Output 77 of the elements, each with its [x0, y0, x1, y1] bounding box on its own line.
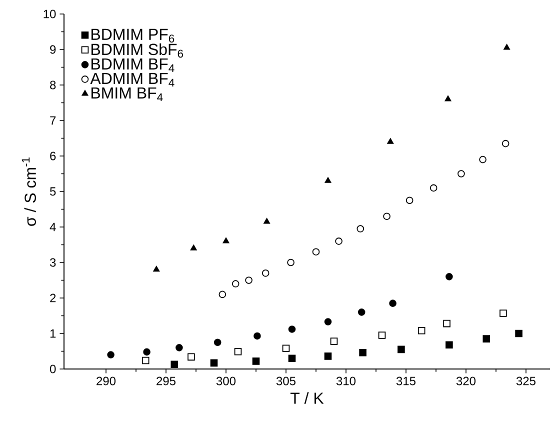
point	[504, 44, 510, 50]
point	[358, 308, 366, 316]
point	[430, 184, 438, 192]
point	[254, 332, 261, 340]
point	[330, 338, 338, 345]
legend-label: BMIM BF$_{4}$	[92, 87, 163, 102]
x-tick-label: 325	[516, 376, 536, 386]
point	[335, 238, 342, 245]
point	[324, 177, 332, 183]
y-tick-label: 10	[44, 10, 56, 18]
y-axis-title: σ / S cm$^{-1}$	[22, 157, 36, 226]
y-tick-label: 9	[50, 45, 56, 54]
y-tick-label: 8	[50, 80, 56, 90]
point	[170, 360, 178, 368]
legend-label: BDMIM SbF$_{6}$	[92, 43, 184, 58]
point	[143, 348, 150, 356]
point	[210, 359, 218, 367]
point	[500, 310, 507, 317]
point	[446, 341, 453, 348]
point	[214, 338, 222, 346]
point	[287, 258, 294, 266]
x-tick-label: 315	[396, 376, 416, 386]
x-tick-label: 290	[96, 376, 116, 386]
point	[324, 352, 332, 360]
legend-label: BDMIM BF$_{4}$	[92, 58, 174, 72]
y-tick-label: 5	[50, 187, 56, 196]
x-tick-label: 300	[216, 376, 236, 386]
point	[153, 266, 160, 272]
point	[190, 244, 197, 250]
point	[389, 300, 396, 307]
y-tick-label: 3	[50, 258, 56, 267]
point	[245, 276, 252, 284]
x-tick-label: 320	[456, 376, 476, 386]
x-tick-label: 305	[276, 376, 296, 386]
point	[312, 248, 320, 256]
legend-label: ADMIM BF$_{4}$	[90, 72, 174, 87]
point	[222, 238, 230, 244]
point	[458, 170, 465, 178]
point	[264, 218, 270, 224]
point	[482, 335, 490, 342]
y-tick-label: 1	[50, 329, 56, 338]
point	[218, 290, 226, 298]
y-tick-label: 2	[50, 294, 56, 302]
y-tick-label: 0	[50, 364, 56, 374]
point	[406, 196, 414, 204]
point	[479, 156, 486, 164]
legend-label: BDMIM PF$_{6}$	[92, 28, 174, 43]
point	[356, 225, 364, 232]
point	[288, 354, 296, 362]
y-tick-label: 4	[50, 222, 56, 232]
point	[262, 269, 270, 277]
point	[515, 330, 522, 338]
point	[398, 346, 405, 354]
point	[282, 344, 290, 352]
x-axis-title: T / K	[290, 392, 324, 404]
point	[232, 280, 240, 288]
y-tick-label: 6	[50, 152, 56, 160]
point	[359, 349, 366, 356]
point	[378, 332, 386, 339]
point	[324, 318, 332, 326]
x-tick-label: 310	[336, 376, 356, 386]
point	[288, 326, 296, 333]
point	[446, 273, 453, 280]
point	[142, 356, 150, 364]
point	[383, 212, 390, 220]
point	[418, 326, 426, 334]
point	[234, 348, 242, 356]
x-tick-label: 295	[156, 376, 176, 386]
point	[502, 140, 510, 148]
point	[107, 351, 114, 358]
point	[387, 138, 394, 144]
point	[444, 96, 452, 102]
point	[176, 344, 183, 352]
point	[188, 353, 195, 361]
y-tick-label: 7	[50, 116, 56, 125]
point	[252, 358, 260, 365]
point	[443, 320, 450, 328]
